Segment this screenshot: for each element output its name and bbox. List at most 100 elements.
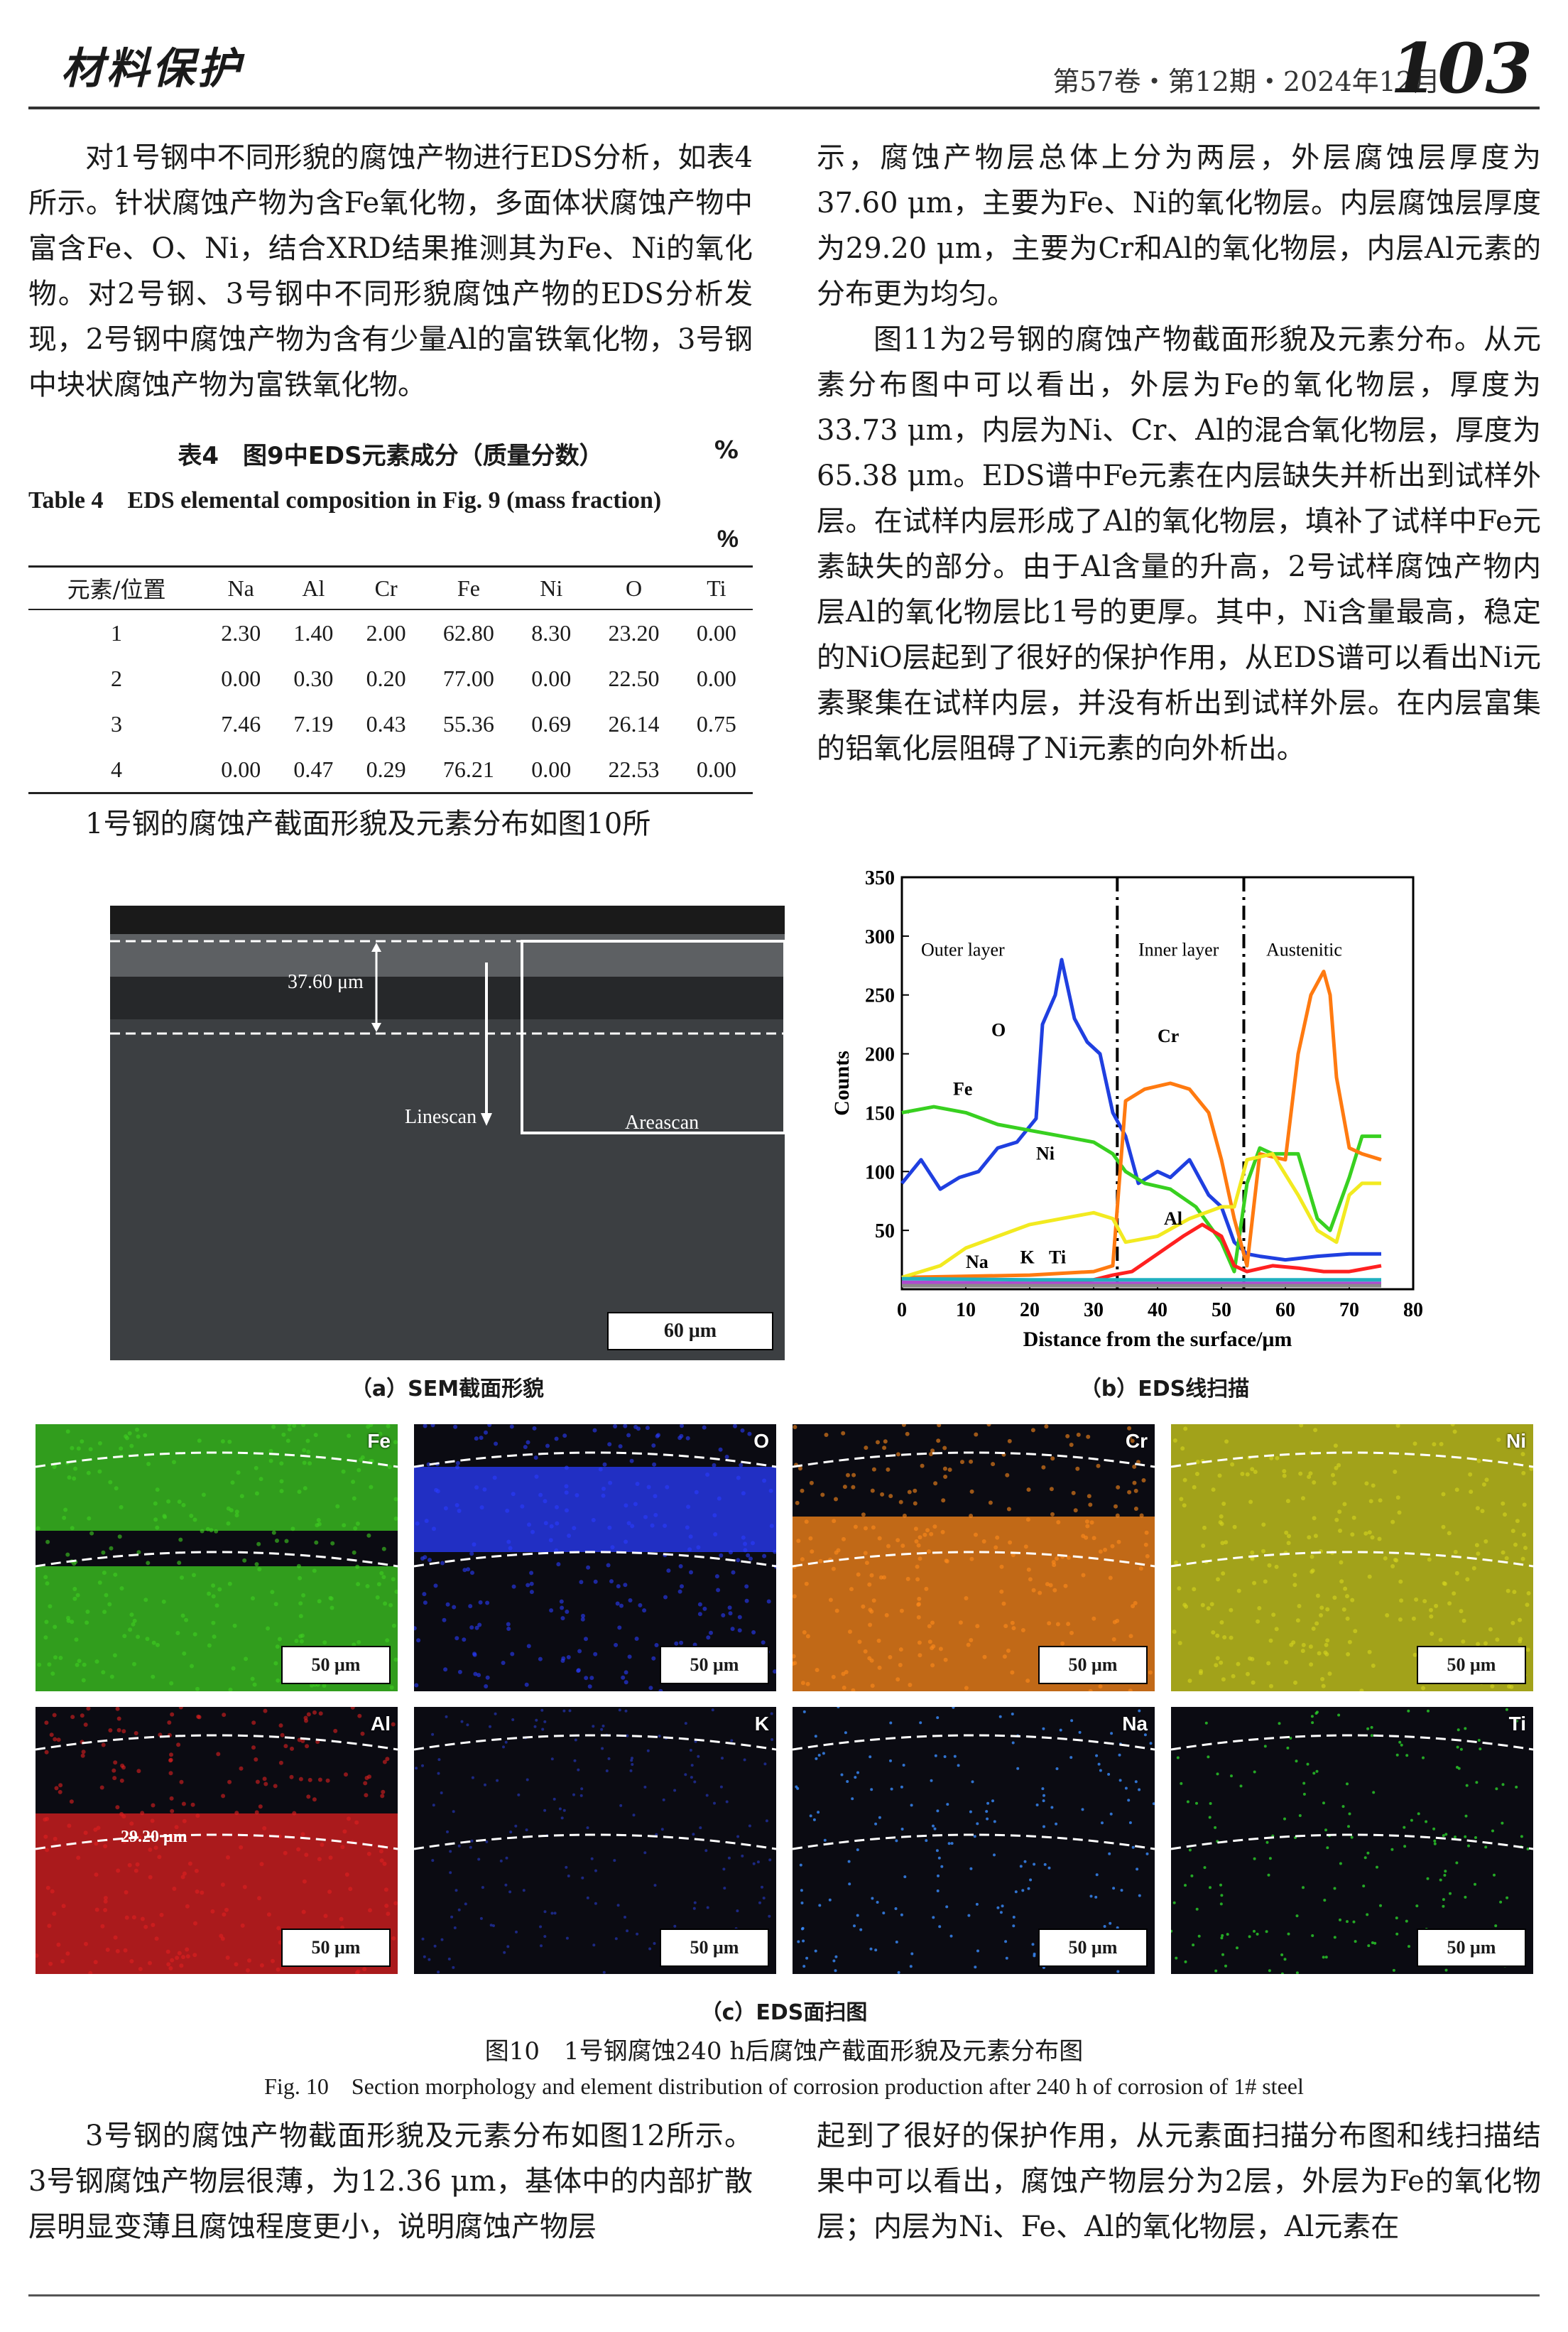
table-header-row: 元素/位置 Na Al Cr Fe Ni O Ti	[28, 565, 753, 610]
table-row: 4 0.00 0.47 0.29 76.21 0.00 22.53 0.00	[28, 747, 753, 794]
table-cell: 0.47	[277, 747, 350, 794]
table-cell: 0.00	[680, 747, 753, 794]
series-line-o	[900, 958, 1381, 1262]
eds-map-k: K 50 μm	[414, 1707, 776, 1974]
subcaption-a: （a）SEM截面形貌	[350, 1377, 545, 1401]
paragraph: 图11为2号钢的腐蚀产物截面形貌及元素分布。从元素分布图中可以看出，外层为Fe的…	[817, 323, 1541, 765]
eds-map-ti: Ti 50 μm	[1171, 1707, 1533, 1974]
table-cell: 0.20	[366, 665, 406, 691]
x-tick-label: 50	[1212, 1299, 1231, 1321]
eds-map-fe: Fe 50 μm	[36, 1424, 398, 1691]
table-cell: 7.19	[293, 710, 334, 737]
table-caption-cn: 表4 图9中EDS元素成分（质量分数） %	[178, 436, 739, 470]
map-element-label: O	[753, 1430, 769, 1452]
table-cell: 0.75	[696, 710, 736, 737]
left-column-bottom: 3号钢的腐蚀产物截面形貌及元素分布如图12所示。3号钢腐蚀产物层很薄，为12.3…	[28, 2113, 753, 2250]
map-scale-bar: 50 μm	[1038, 1929, 1148, 1967]
left-column-after-table: 1号钢的腐蚀产截面形貌及元素分布如图10所	[28, 801, 753, 847]
col-header: Na	[205, 565, 278, 610]
map-element-label: Na	[1122, 1713, 1148, 1735]
table-cell: 0.00	[696, 665, 736, 691]
x-tick-label: 20	[1020, 1299, 1040, 1321]
y-tick-label: 300	[865, 926, 895, 948]
series-label-ni: Ni	[1036, 1144, 1055, 1164]
table-row: 2 0.00 0.30 0.20 77.00 0.00 22.50 0.00	[28, 656, 753, 701]
eds-map-cr: Cr 50 μm	[793, 1424, 1155, 1691]
table-unit-en: %	[717, 526, 739, 553]
right-column-top: 示，腐蚀产物层总体上分为两层，外层腐蚀层厚度为37.60 μm，主要为Fe、Ni…	[817, 135, 1541, 771]
y-tick-label: 200	[865, 1044, 895, 1066]
series-line-ni	[901, 1151, 1381, 1279]
table-cell: 22.50	[608, 665, 660, 691]
table-cell: 2	[111, 665, 123, 691]
table-row: 3 7.46 7.19 0.43 55.36 0.69 26.14 0.75	[28, 701, 753, 747]
page-number: 103	[1390, 28, 1532, 109]
table-cell: 23.20	[608, 619, 660, 646]
left-column-top: 对1号钢中不同形貌的腐蚀产物进行EDS分析，如表4所示。针状腐蚀产物为含Fe氧化…	[28, 135, 753, 408]
table-cell: 4	[28, 747, 205, 794]
table-cell: 0.29	[349, 747, 423, 794]
table-cell: 2.00	[366, 619, 406, 646]
paragraph: 起到了很好的保护作用，从元素面扫描分布图和线扫描结果中可以看出，腐蚀产物层分为2…	[817, 2120, 1541, 2243]
table-cell: 7.46	[221, 710, 261, 737]
x-tick-label: 40	[1148, 1299, 1167, 1321]
col-header: 元素/位置	[28, 565, 205, 610]
map-scale-bar: 50 μm	[660, 1646, 769, 1684]
table-cell: 77.00	[442, 665, 494, 691]
map-scale-bar: 50 μm	[1417, 1646, 1526, 1684]
table-cell: 2.30	[221, 619, 261, 646]
al-layer-thickness: 29.20 μm	[121, 1828, 187, 1846]
x-tick-label: 70	[1339, 1299, 1359, 1321]
sem-image: 37.60 μm Linescan Areascan 60 μm	[110, 906, 785, 1360]
series-label-ti: Ti	[1049, 1247, 1066, 1268]
x-axis-label: Distance from the surface/μm	[1023, 1328, 1292, 1351]
y-tick-label: 150	[865, 1102, 895, 1124]
eds-map-na: Na 50 μm	[793, 1707, 1155, 1974]
paragraph: 1号钢的腐蚀产截面形貌及元素分布如图10所	[85, 808, 651, 840]
series-line-fe	[901, 1105, 1381, 1274]
paragraph: 对1号钢中不同形貌的腐蚀产物进行EDS分析，如表4所示。针状腐蚀产物为含Fe氧化…	[28, 141, 753, 401]
figure-caption-en: Fig. 10 Section morphology and element d…	[264, 2073, 1304, 2099]
subcaption-c: （c）EDS面扫图	[700, 2000, 868, 2025]
table-unit: %	[714, 436, 739, 465]
series-label-o: O	[991, 1020, 1006, 1041]
table-cell: 0.00	[531, 665, 572, 691]
table-cell: 76.21	[422, 747, 516, 794]
eds-map-al: Al 50 μm 29.20 μm	[36, 1707, 398, 1974]
issue-info: 第57卷・第12期・2024年12月	[1052, 66, 1440, 97]
table-cell: 3	[111, 710, 123, 737]
table-caption-en: Table 4 EDS elemental composition in Fig…	[28, 487, 662, 514]
map-element-label: Ni	[1506, 1430, 1526, 1452]
eds-map-ni: Ni 50 μm	[1171, 1424, 1533, 1691]
y-tick-label: 350	[865, 867, 895, 889]
table-cell: 0.00	[205, 747, 278, 794]
table-cell: 26.14	[608, 710, 660, 737]
right-column-bottom: 起到了很好的保护作用，从元素面扫描分布图和线扫描结果中可以看出，腐蚀产物层分为2…	[817, 2113, 1541, 2250]
region-label: Austenitic	[1266, 940, 1342, 960]
y-axis-label: Counts	[830, 1051, 854, 1116]
table-cell: 0.30	[293, 665, 334, 691]
col-header: Al	[277, 565, 350, 610]
x-tick-label: 30	[1084, 1299, 1104, 1321]
table-cell: 0.69	[531, 710, 572, 737]
series-label-na: Na	[966, 1252, 989, 1272]
y-tick-label: 100	[865, 1161, 895, 1183]
paragraph: 示，腐蚀产物层总体上分为两层，外层腐蚀层厚度为37.60 μm，主要为Fe、Ni…	[817, 141, 1541, 310]
map-scale-bar: 50 μm	[281, 1929, 391, 1967]
table-cell: 1.40	[293, 619, 334, 646]
map-element-label: Ti	[1508, 1713, 1526, 1735]
table-cell: 0.43	[366, 710, 406, 737]
journal-logo: 材料保护	[61, 44, 243, 94]
eds-table: 元素/位置 Na Al Cr Fe Ni O Ti 1 2.30 1.40 2.00 6…	[28, 565, 753, 794]
y-tick-label: 50	[875, 1220, 895, 1242]
map-element-label: Cr	[1125, 1430, 1148, 1452]
linescan-label: Linescan	[405, 1106, 477, 1128]
plot-frame	[900, 876, 1415, 1291]
series-line-na	[901, 1280, 1381, 1286]
paragraph: 3号钢的腐蚀产物截面形貌及元素分布如图12所示。3号钢腐蚀产物层很薄，为12.3…	[28, 2120, 753, 2243]
series-line-al	[902, 1222, 1382, 1286]
table-cell: 55.36	[442, 710, 494, 737]
series-label-fe: Fe	[953, 1079, 972, 1100]
map-scale-bar: 50 μm	[1417, 1929, 1526, 1967]
x-tick-label: 10	[956, 1299, 976, 1321]
